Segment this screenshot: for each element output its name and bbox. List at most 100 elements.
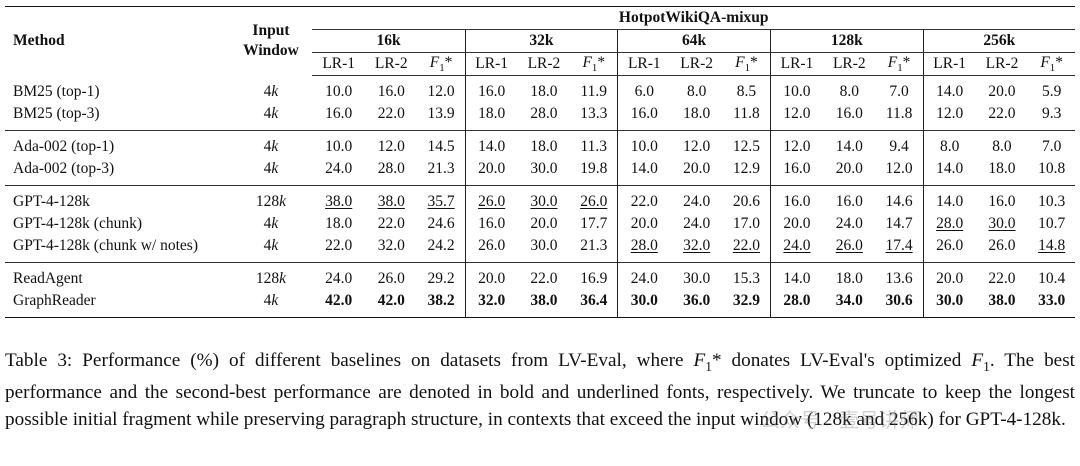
value-cell: 38.0 — [517, 290, 571, 318]
input-window-cell: 4k — [229, 130, 313, 158]
metric-header-row: LR-1 LR-2 F1* LR-1 LR-2 F1* LR-1 LR-2 F1* LR-1 LR-… — [5, 52, 1075, 76]
value-cell: 10.8 — [1038, 160, 1066, 177]
value-cell: 11.8 — [875, 103, 924, 131]
method-cell: GPT-4-128k (chunk) — [13, 215, 143, 232]
input-window-cell: 4k — [263, 215, 279, 232]
value-cell: 30.0 — [530, 237, 558, 254]
value-cell: 8.5 — [722, 75, 771, 103]
value-cell: 24.0 — [670, 185, 723, 213]
dataset-header: HotpotWikiQA-mixup — [312, 6, 1075, 30]
value-cell: 12.0 — [875, 158, 924, 186]
value-cell: 10.3 — [1028, 185, 1075, 213]
value-cell: 42.0 — [312, 290, 365, 318]
value-cell: 14.0 — [936, 83, 964, 100]
metric-header: LR-2 — [823, 52, 876, 76]
metric-header: F1* — [722, 52, 771, 76]
value-cell: 28.0 — [377, 160, 405, 177]
value-cell: 12.0 — [936, 105, 964, 122]
value-cell: 30.0 — [517, 185, 571, 213]
value-cell: 12.9 — [722, 158, 771, 186]
value-cell: 29.2 — [417, 262, 466, 290]
value-cell: 8.0 — [923, 130, 976, 158]
value-cell: 32.0 — [683, 237, 711, 254]
value-cell: 22.0 — [377, 215, 405, 232]
table-row: BM25 (top-1) 4k 10.0 16.0 12.0 16.0 18.0 11.9 6.… — [5, 75, 1075, 103]
value-cell: 14.6 — [875, 185, 924, 213]
value-cell: 22.0 — [517, 262, 571, 290]
value-cell: 14.0 — [465, 130, 518, 158]
value-cell: 14.0 — [923, 185, 976, 213]
table-row: ReadAgent 128k 24.0 26.0 29.2 20.0 22.0 16.9 24.… — [5, 262, 1075, 290]
method-cell: Ada-002 (top-1) — [5, 130, 230, 158]
value-cell: 13.6 — [875, 262, 924, 290]
value-cell: 9.3 — [1041, 105, 1062, 122]
value-cell: 8.0 — [686, 83, 707, 100]
value-cell: 16.0 — [478, 215, 506, 232]
value-cell: 20.0 — [478, 160, 506, 177]
value-cell: 14.8 — [1038, 237, 1066, 254]
value-cell: 14.0 — [936, 160, 964, 177]
value-cell: 24.0 — [783, 237, 811, 254]
value-cell: 36.0 — [670, 290, 723, 318]
value-cell: 17.0 — [722, 213, 771, 235]
value-cell: 18.0 — [530, 83, 558, 100]
input-window-header: Input Window — [229, 6, 313, 76]
value-cell: 26.0 — [936, 237, 964, 254]
method-cell: GPT-4-128k (chunk w/ notes) — [13, 237, 198, 254]
value-cell: 16.0 — [835, 105, 863, 122]
value-cell: 30.6 — [875, 290, 924, 318]
value-cell: 24.2 — [417, 235, 466, 263]
value-cell: 30.0 — [617, 290, 671, 318]
value-cell: 26.0 — [465, 185, 518, 213]
value-cell: 38.2 — [417, 290, 466, 318]
value-cell: 20.6 — [722, 185, 771, 213]
method-cell: GPT-4-128k — [5, 185, 230, 213]
value-cell: 16.9 — [570, 262, 619, 290]
value-cell: 8.0 — [839, 83, 859, 100]
length-header: 128k — [770, 29, 924, 53]
value-cell: 24.0 — [683, 215, 711, 232]
metric-header: F1* — [417, 52, 466, 76]
input-window-cell: 4k — [263, 105, 279, 122]
caption-label: Table 3: — [5, 350, 73, 371]
value-cell: 12.0 — [670, 130, 723, 158]
value-cell: 22.0 — [988, 105, 1016, 122]
metric-header: LR-2 — [670, 52, 723, 76]
value-cell: 24.0 — [325, 160, 353, 177]
metric-header: LR-1 — [770, 52, 824, 76]
results-table: Method Input Window HotpotWikiQA-mixup 1… — [5, 6, 1075, 318]
value-cell: 6.0 — [634, 83, 654, 100]
value-cell: 28.0 — [936, 215, 964, 232]
length-header: 64k — [617, 29, 771, 53]
value-cell: 12.0 — [770, 130, 824, 158]
value-cell: 38.0 — [365, 185, 418, 213]
value-cell: 20.0 — [530, 215, 558, 232]
table-row: GPT-4-128k 128k 38.0 38.0 35.7 26.0 30.0 26.0 22… — [5, 185, 1075, 213]
results-body: BM25 (top-1) 4k 10.0 16.0 12.0 16.0 18.0 11.9 6.… — [5, 75, 1075, 318]
value-cell: 32.0 — [377, 237, 405, 254]
method-cell: GraphReader — [5, 290, 230, 318]
value-cell: 38.0 — [975, 290, 1029, 318]
value-cell: 26.0 — [835, 237, 863, 254]
metric-header: LR-2 — [517, 52, 571, 76]
value-cell: 20.0 — [783, 215, 811, 232]
table-caption: Table 3: Performance (%) of different ba… — [5, 348, 1075, 433]
value-cell: 16.0 — [783, 160, 811, 177]
value-cell: 11.8 — [722, 103, 771, 131]
value-cell: 14.5 — [417, 130, 466, 158]
value-cell: 14.0 — [630, 160, 658, 177]
method-cell: ReadAgent — [5, 262, 230, 290]
value-cell: 16.0 — [630, 105, 658, 122]
value-cell: 30.0 — [530, 160, 558, 177]
value-cell: 10.0 — [783, 83, 811, 100]
value-cell: 20.0 — [835, 160, 863, 177]
table-row: Ada-002 (top-1) 4k 10.0 12.0 14.5 14.0 18.0 11.… — [5, 130, 1075, 158]
value-cell: 36.4 — [570, 290, 619, 318]
value-cell: 13.9 — [417, 103, 466, 131]
value-cell: 10.0 — [617, 130, 671, 158]
value-cell: 22.0 — [325, 237, 353, 254]
input-window-cell: 4k — [263, 237, 279, 254]
value-cell: 16.0 — [377, 83, 405, 100]
value-cell: 19.8 — [570, 158, 619, 186]
value-cell: 18.0 — [823, 262, 876, 290]
